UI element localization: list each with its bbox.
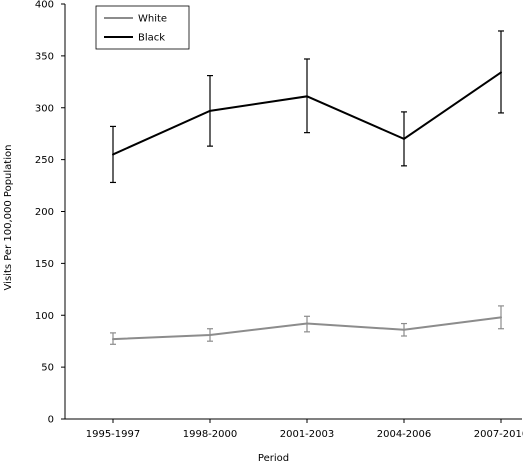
axes: 0 50 100 150 200 250 300 350 400 1995-1997 1998-2…	[35, 0, 523, 440]
legend-label: White	[138, 14, 167, 25]
x-axis-title: Period	[258, 453, 289, 464]
x-tick-label: 2007-2010	[474, 429, 523, 440]
y-tick-label: 200	[35, 207, 54, 218]
y-tick-label: 100	[35, 311, 54, 322]
y-tick-label: 50	[41, 363, 54, 374]
x-tick-label: 2001-2003	[280, 429, 335, 440]
data-point	[403, 137, 405, 140]
series-black	[110, 30, 504, 184]
data-point	[403, 328, 405, 331]
y-tick-label: 150	[35, 259, 54, 270]
data-point	[112, 153, 114, 156]
legend-label: Black	[138, 33, 165, 44]
y-tick-label: 400	[35, 0, 54, 11]
x-tick-label: 1995-1997	[86, 429, 141, 440]
y-tick-label: 250	[35, 155, 54, 166]
y-tick-label: 0	[48, 415, 54, 426]
x-tick-label: 1998-2000	[183, 429, 238, 440]
data-point	[209, 333, 211, 336]
data-point	[500, 316, 502, 319]
y-axis-title: Visits Per 100,000 Population	[3, 145, 14, 291]
x-tick-label: 2004-2006	[377, 429, 432, 440]
data-point	[112, 338, 114, 341]
x-ticks: 1995-1997 1998-2000 2001-2003 2004-2006 2007…	[86, 419, 523, 440]
data-point	[209, 109, 211, 112]
y-tick-label: 300	[35, 103, 54, 114]
y-tick-label: 350	[35, 51, 54, 62]
legend-box	[95, 5, 190, 50]
legend: White Black	[95, 5, 190, 50]
y-ticks: 0 50 100 150 200 250 300 350 400	[35, 0, 65, 426]
data-point	[306, 95, 308, 98]
series-white	[110, 305, 504, 345]
data-point	[500, 71, 502, 74]
series-layer	[110, 30, 504, 345]
data-point	[306, 322, 308, 325]
